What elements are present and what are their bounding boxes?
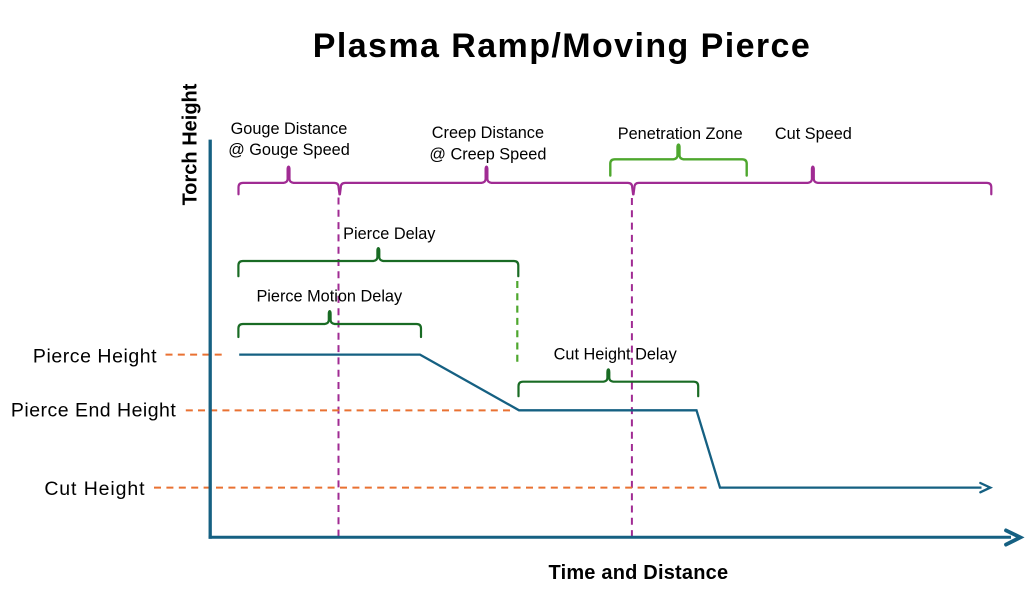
svg-text:Torch Height: Torch Height xyxy=(180,83,202,205)
svg-text:Penetration Zone: Penetration Zone xyxy=(618,125,743,143)
svg-text:Pierce End Height: Pierce End Height xyxy=(11,400,176,422)
svg-text:Gouge Distance: Gouge Distance xyxy=(231,120,348,138)
svg-text:Plasma Ramp/Moving Pierce: Plasma Ramp/Moving Pierce xyxy=(313,27,811,65)
svg-text:Cut Speed: Cut Speed xyxy=(775,125,852,143)
svg-text:Cut Height Delay: Cut Height Delay xyxy=(554,345,678,363)
svg-text:@ Gouge Speed: @ Gouge Speed xyxy=(228,141,350,159)
svg-text:Pierce Motion Delay: Pierce Motion Delay xyxy=(256,288,403,306)
svg-text:Pierce Height: Pierce Height xyxy=(33,345,157,367)
svg-text:Pierce Delay: Pierce Delay xyxy=(343,225,436,243)
svg-text:@ Creep Speed: @ Creep Speed xyxy=(429,145,546,163)
svg-text:Cut Height: Cut Height xyxy=(44,478,145,500)
svg-text:Creep Distance: Creep Distance xyxy=(432,124,544,142)
svg-text:Time and Distance: Time and Distance xyxy=(549,562,729,584)
